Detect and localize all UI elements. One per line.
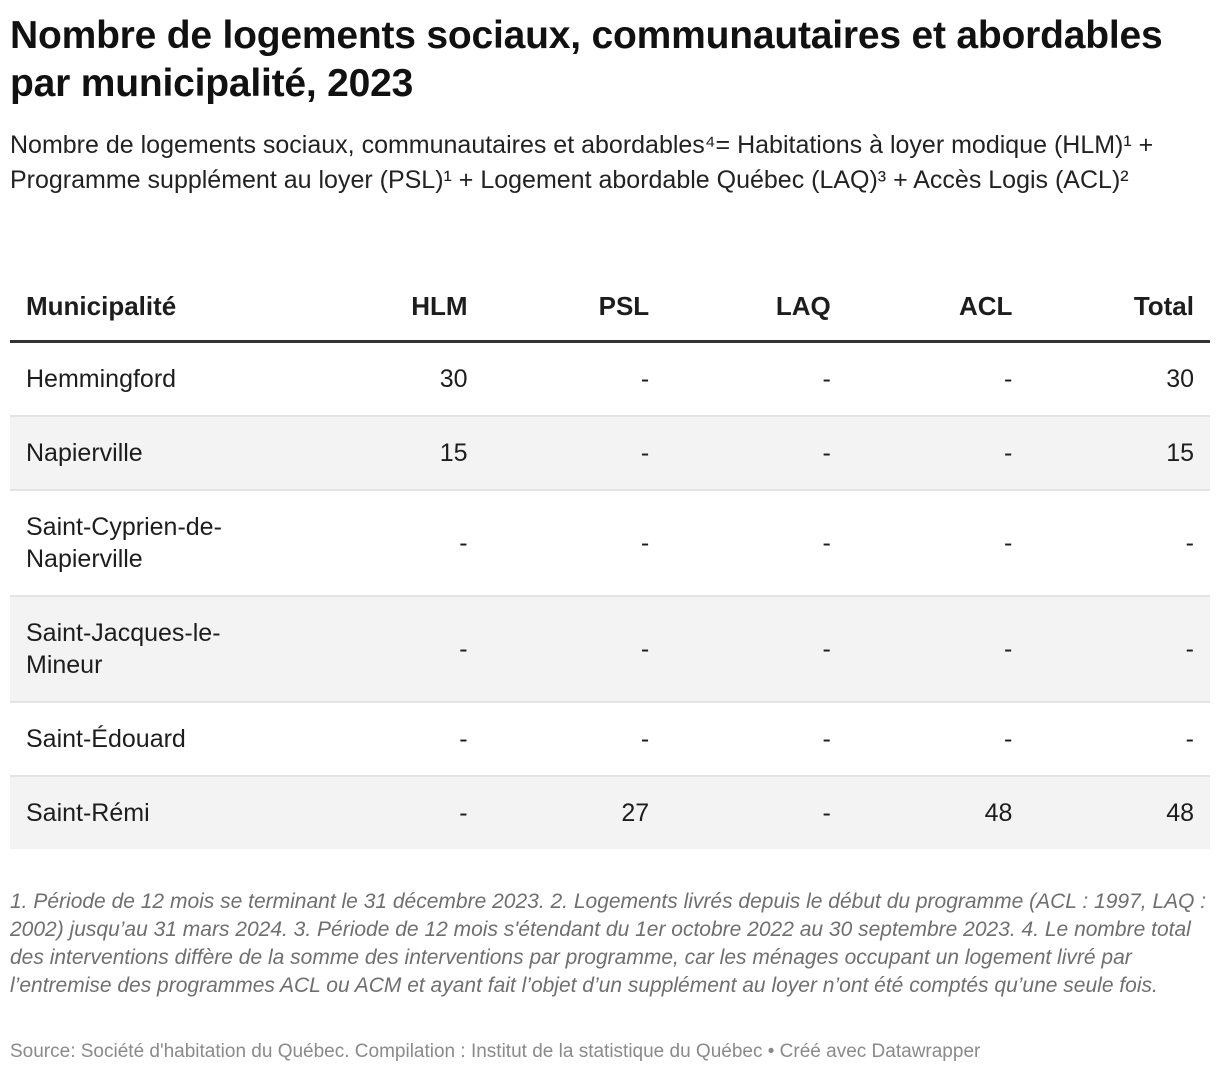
cell-laq: -	[665, 341, 847, 416]
cell-psl: -	[483, 489, 666, 596]
table-row: Saint-Jacques-le-Mineur - - - - -	[10, 595, 1210, 702]
column-header-hlm: HLM	[302, 272, 484, 343]
cell-municipalite: Saint-Cyprien-de-Napierville	[10, 489, 302, 596]
cell-acl: -	[846, 595, 1029, 702]
chart-subtitle: Nombre de logements sociaux, communautai…	[10, 131, 1154, 194]
cell-total: -	[1028, 489, 1210, 596]
column-header-laq: LAQ	[665, 272, 847, 343]
column-header-psl: PSL	[483, 272, 666, 343]
cell-hlm: -	[302, 595, 484, 702]
cell-laq: -	[665, 489, 847, 596]
cell-laq: -	[665, 415, 847, 490]
cell-acl: -	[846, 701, 1029, 776]
cell-total: -	[1028, 701, 1210, 776]
table-row: Hemmingford 30 - - - 30	[10, 341, 1210, 416]
cell-laq: -	[665, 701, 847, 776]
cell-hlm: 30	[302, 341, 484, 416]
cell-municipalite: Saint-Jacques-le-Mineur	[10, 595, 302, 702]
chart-title: Nombre de logements sociaux, communautai…	[10, 14, 1163, 105]
column-header-acl: ACL	[846, 272, 1029, 343]
table-row: Saint-Cyprien-de-Napierville - - - - -	[10, 489, 1210, 596]
source-line: Source: Société d'habitation du Québec. …	[10, 1041, 981, 1062]
chart-container: Nombre de logements sociaux, communautai…	[10, 0, 1210, 1062]
cell-psl: -	[483, 701, 666, 776]
cell-total: -	[1028, 595, 1210, 702]
table-header-row: Municipalité HLM PSL LAQ ACL Total	[10, 272, 1210, 343]
data-table: Municipalité HLM PSL LAQ ACL Total Hemmi…	[10, 272, 1210, 849]
cell-hlm: -	[302, 775, 484, 849]
cell-acl: -	[846, 415, 1029, 490]
cell-laq: -	[665, 595, 847, 702]
cell-acl: -	[846, 341, 1029, 416]
cell-psl: 27	[483, 775, 666, 849]
cell-municipalite: Napierville	[10, 415, 302, 490]
column-header-total: Total	[1028, 272, 1210, 343]
cell-acl: 48	[846, 775, 1029, 849]
cell-laq: -	[665, 775, 847, 849]
table-row: Saint-Édouard - - - - -	[10, 701, 1210, 776]
cell-total: 15	[1028, 415, 1210, 490]
cell-municipalite: Saint-Édouard	[10, 701, 302, 776]
cell-total: 30	[1028, 341, 1210, 416]
cell-hlm: -	[302, 701, 484, 776]
table-row: Napierville 15 - - - 15	[10, 415, 1210, 490]
cell-acl: -	[846, 489, 1029, 596]
cell-municipalite: Saint-Rémi	[10, 775, 302, 849]
cell-psl: -	[483, 595, 666, 702]
table-row: Saint-Rémi - 27 - 48 48	[10, 775, 1210, 849]
column-header-municipalite: Municipalité	[10, 272, 302, 343]
footnote: 1. Période de 12 mois se terminant le 31…	[10, 890, 1207, 997]
cell-total: 48	[1028, 775, 1210, 849]
cell-hlm: 15	[302, 415, 484, 490]
cell-psl: -	[483, 415, 666, 490]
cell-municipalite: Hemmingford	[10, 341, 302, 416]
cell-hlm: -	[302, 489, 484, 596]
cell-psl: -	[483, 341, 666, 416]
